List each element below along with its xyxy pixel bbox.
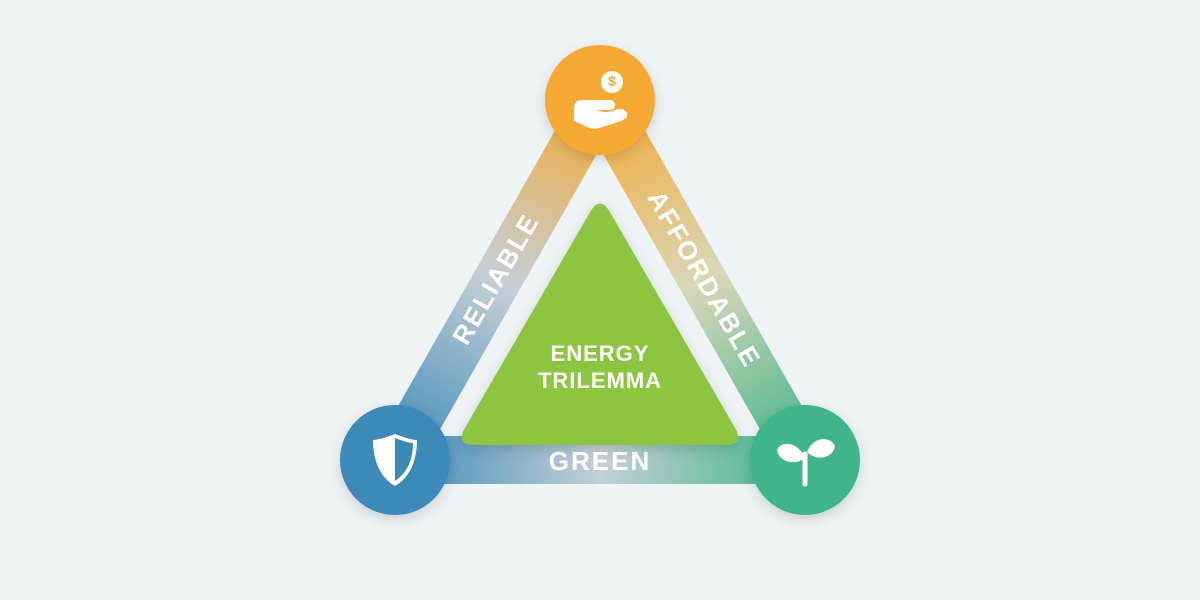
diagram-canvas: ENERGY TRILEMMA RELIABLE AFFORDABLE GREE… <box>0 0 1200 600</box>
svg-text:$: $ <box>608 73 616 89</box>
center-title-line2: TRILEMMA <box>538 368 662 393</box>
trilemma-diagram: ENERGY TRILEMMA RELIABLE AFFORDABLE GREE… <box>0 0 1200 600</box>
center-title-line1: ENERGY <box>551 341 650 366</box>
edge-label-green: GREEN <box>549 446 651 476</box>
